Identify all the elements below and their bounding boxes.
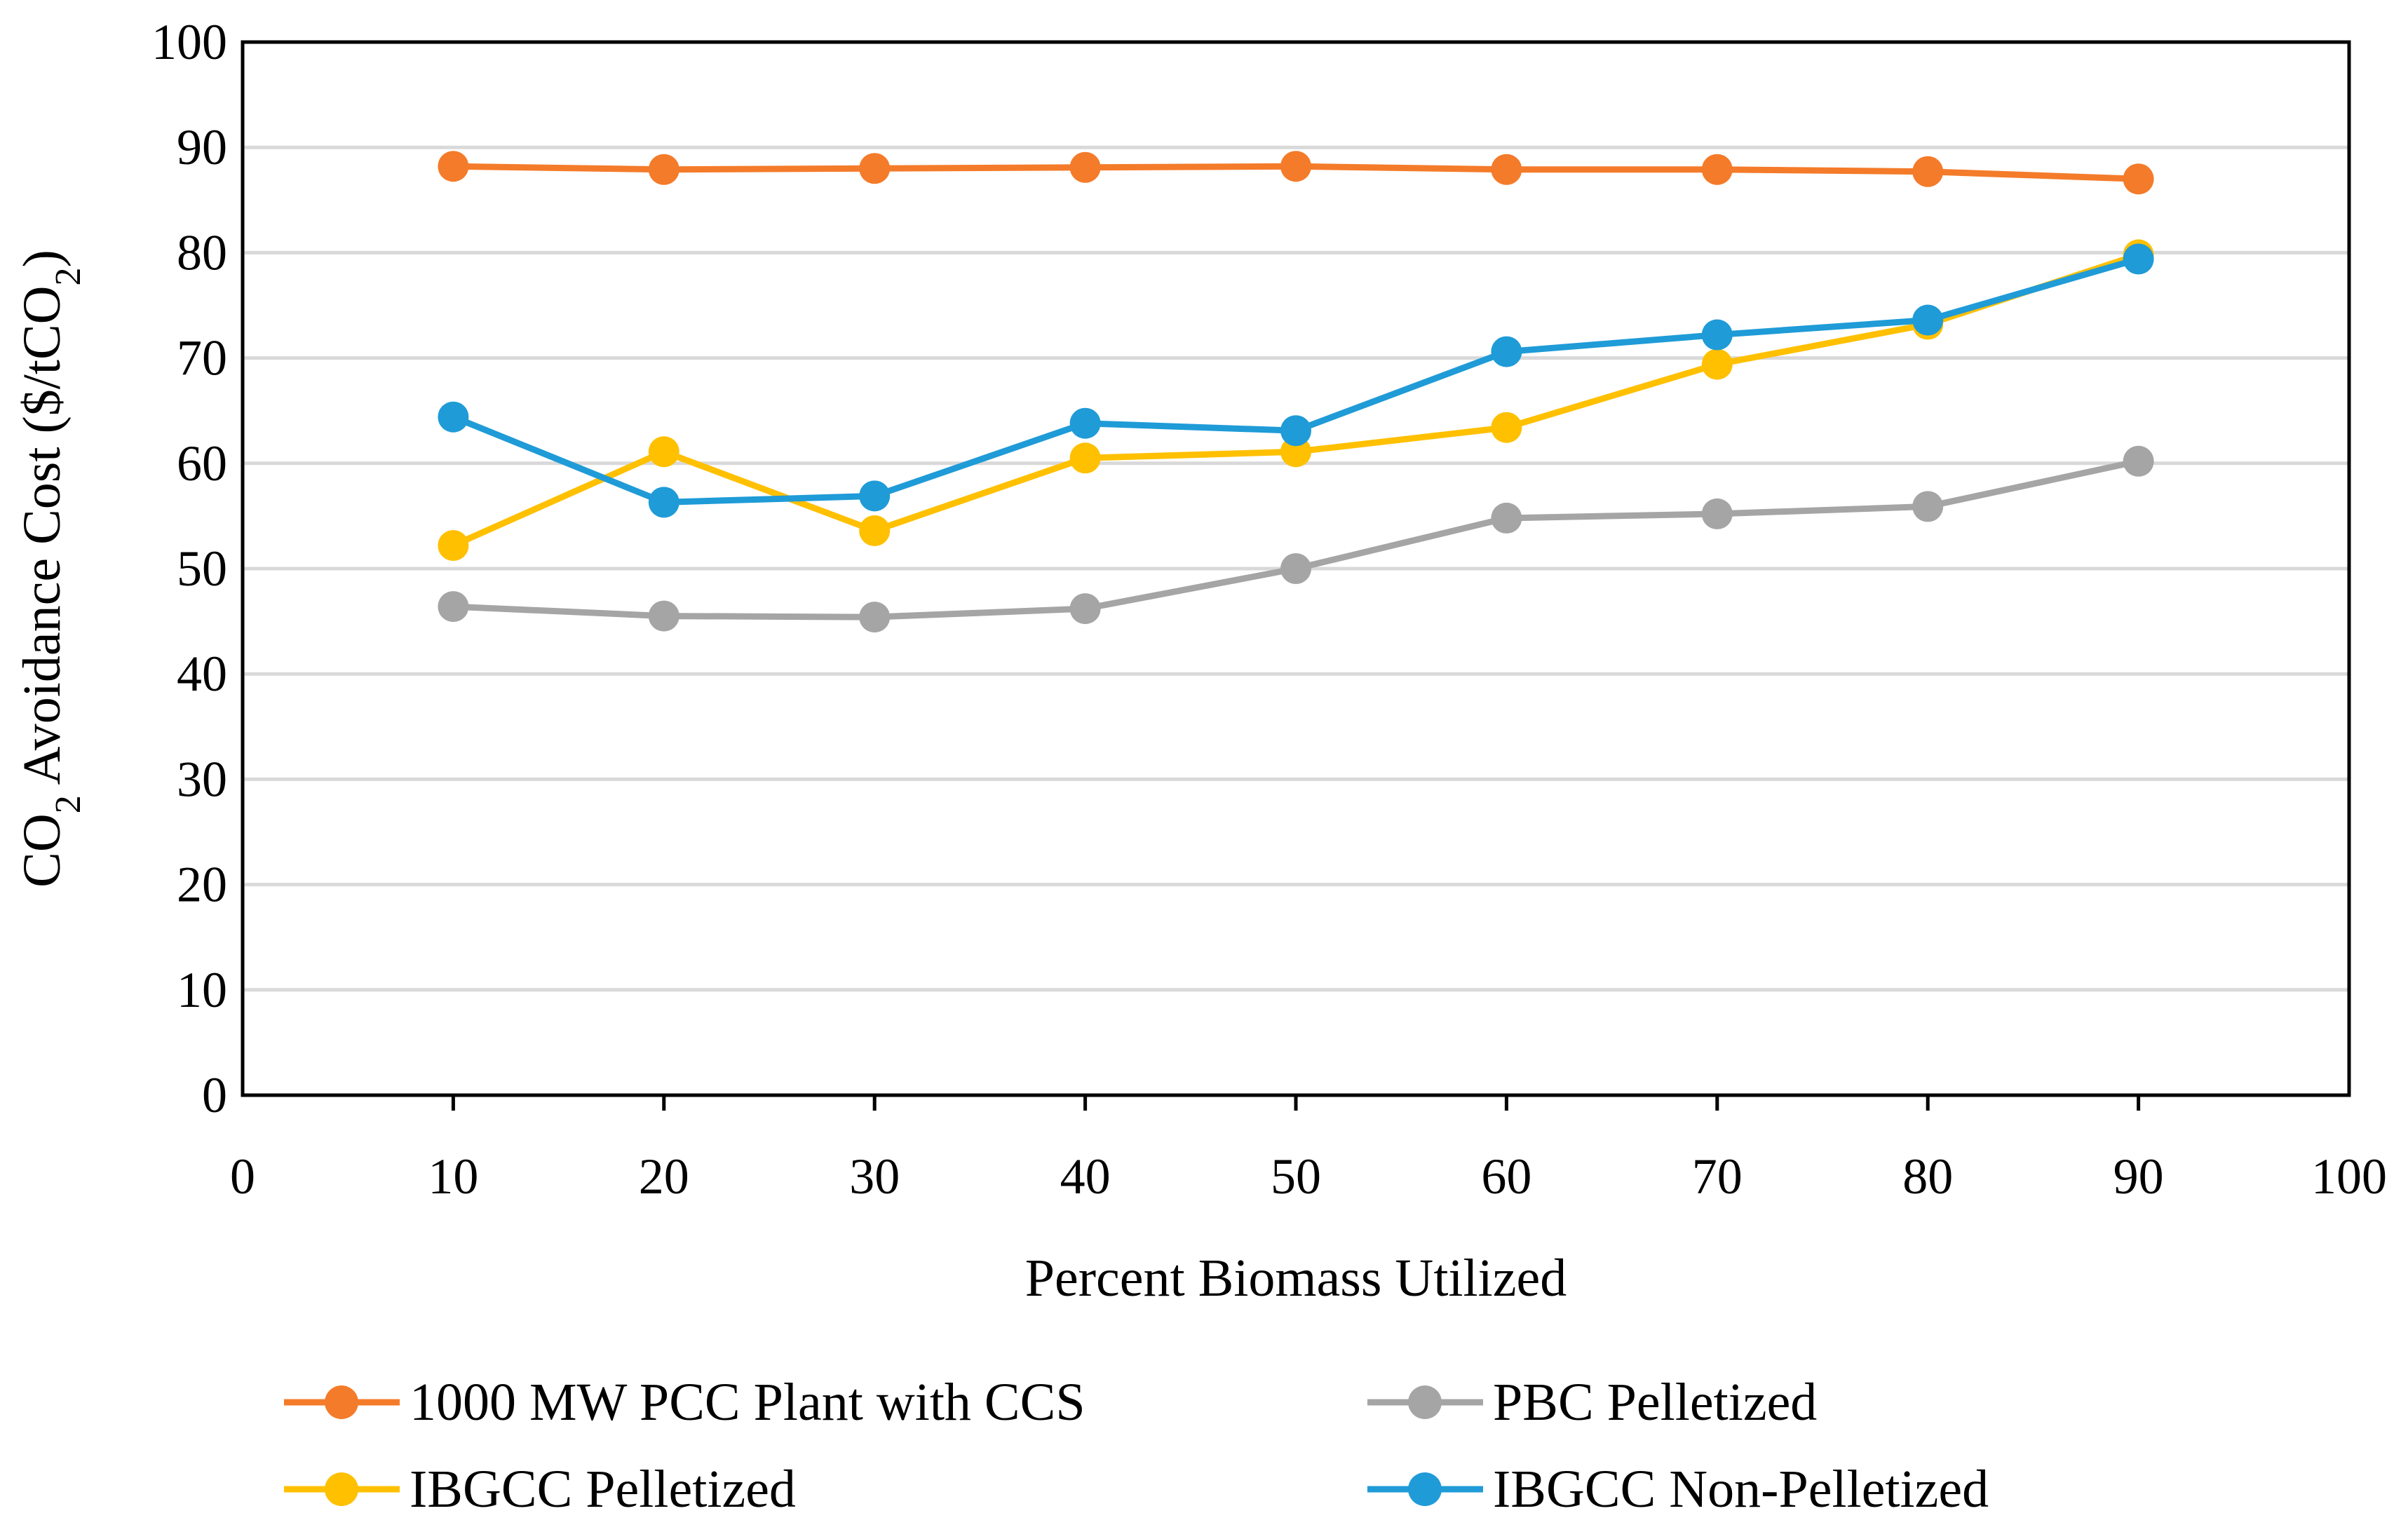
data-point bbox=[438, 591, 469, 623]
data-point bbox=[1912, 156, 1944, 187]
data-point bbox=[859, 480, 891, 512]
data-point bbox=[1491, 336, 1522, 367]
data-point bbox=[1069, 442, 1101, 474]
x-tick-label: 30 bbox=[849, 1148, 900, 1205]
y-axis-title: CO2 Avoidance Cost ($/tCO2) bbox=[13, 250, 88, 888]
y-axis-tick-labels: 0 10 20 30 40 50 60 70 80 90 100 bbox=[151, 14, 227, 1123]
x-tick-label: 10 bbox=[428, 1148, 478, 1205]
data-point bbox=[1912, 304, 1944, 336]
data-point bbox=[1069, 407, 1101, 439]
data-point bbox=[1491, 502, 1522, 534]
data-point bbox=[438, 151, 469, 182]
data-point bbox=[438, 529, 469, 561]
data-point bbox=[1280, 553, 1311, 584]
x-tick-label: 40 bbox=[1060, 1148, 1111, 1205]
data-point bbox=[1069, 593, 1101, 625]
legend-swatch-marker bbox=[325, 1385, 358, 1419]
data-point bbox=[648, 436, 679, 468]
x-tick-label: 20 bbox=[639, 1148, 689, 1205]
x-tick-label: 60 bbox=[1481, 1148, 1531, 1205]
data-point bbox=[1069, 151, 1101, 183]
legend: 1000 MW PCC Plant with CCS PBC Pelletize… bbox=[284, 1373, 1989, 1519]
series-ibgcc-pelletized bbox=[438, 239, 2154, 561]
data-point bbox=[1701, 154, 1733, 185]
series-1000-mw-pcc-plant-with-ccs bbox=[438, 151, 2154, 195]
data-point bbox=[2123, 163, 2154, 195]
data-point bbox=[1701, 498, 1733, 529]
data-point bbox=[648, 487, 679, 518]
data-point bbox=[648, 600, 679, 632]
x-tick-label: 70 bbox=[1692, 1148, 1743, 1205]
y-tick-label: 40 bbox=[177, 646, 227, 702]
y-tick-label: 70 bbox=[177, 330, 227, 386]
legend-swatch-marker bbox=[325, 1472, 358, 1506]
data-point bbox=[438, 401, 469, 433]
legend-item-ibgcc-non-pelletized: IBGCC Non-Pelletized bbox=[1367, 1460, 1989, 1519]
series-pbc-pelletized bbox=[438, 445, 2154, 633]
y-tick-label: 100 bbox=[151, 14, 227, 70]
legend-label-pcc-plant: 1000 MW PCC Plant with CCS bbox=[410, 1373, 1085, 1432]
y-tick-label: 0 bbox=[202, 1067, 227, 1123]
x-tick-label: 50 bbox=[1271, 1148, 1321, 1205]
x-tick-label: 100 bbox=[2311, 1148, 2387, 1205]
x-tick-label: 0 bbox=[230, 1148, 255, 1205]
data-point bbox=[1280, 415, 1311, 447]
data-point bbox=[1701, 319, 1733, 351]
data-point bbox=[1491, 412, 1522, 443]
y-tick-label: 60 bbox=[177, 435, 227, 492]
data-point bbox=[1912, 491, 1944, 522]
x-axis-tick-labels: 0 10 20 30 40 50 60 70 80 90 100 bbox=[230, 1095, 2387, 1205]
y-tick-label: 80 bbox=[177, 224, 227, 280]
legend-swatch-marker bbox=[1408, 1385, 1442, 1419]
data-point bbox=[648, 154, 679, 185]
data-point bbox=[1491, 154, 1522, 185]
y-tick-label: 10 bbox=[177, 962, 227, 1018]
data-point bbox=[1280, 151, 1311, 182]
legend-swatch-marker bbox=[1408, 1472, 1442, 1506]
series-ibgcc-non-pelletized bbox=[438, 243, 2154, 518]
data-point bbox=[859, 153, 891, 184]
x-tick-label: 90 bbox=[2113, 1148, 2164, 1205]
data-point bbox=[859, 602, 891, 633]
x-axis-title: Percent Biomass Utilized bbox=[1025, 1249, 1567, 1308]
series-line-pbc-pelletized bbox=[449, 458, 2142, 621]
y-tick-label: 30 bbox=[177, 751, 227, 807]
y-tick-label: 50 bbox=[177, 541, 227, 597]
data-point bbox=[2123, 243, 2154, 275]
legend-item-ibgcc-pelletized: IBGCC Pelletized bbox=[284, 1460, 796, 1519]
legend-label-pbc-pelletized: PBC Pelletized bbox=[1493, 1373, 1817, 1432]
legend-item-pcc-plant: 1000 MW PCC Plant with CCS bbox=[284, 1373, 1085, 1432]
legend-label-ibgcc-non-pelletized: IBGCC Non-Pelletized bbox=[1493, 1460, 1989, 1519]
y-tick-label: 90 bbox=[177, 119, 227, 175]
legend-label-ibgcc-pelletized: IBGCC Pelletized bbox=[410, 1460, 796, 1519]
x-tick-label: 80 bbox=[1902, 1148, 1953, 1205]
series-lines bbox=[438, 151, 2154, 633]
legend-item-pbc-pelletized: PBC Pelletized bbox=[1367, 1373, 1817, 1432]
data-point bbox=[2123, 445, 2154, 477]
data-point bbox=[1701, 348, 1733, 380]
y-tick-label: 20 bbox=[177, 857, 227, 913]
data-point bbox=[859, 515, 891, 546]
